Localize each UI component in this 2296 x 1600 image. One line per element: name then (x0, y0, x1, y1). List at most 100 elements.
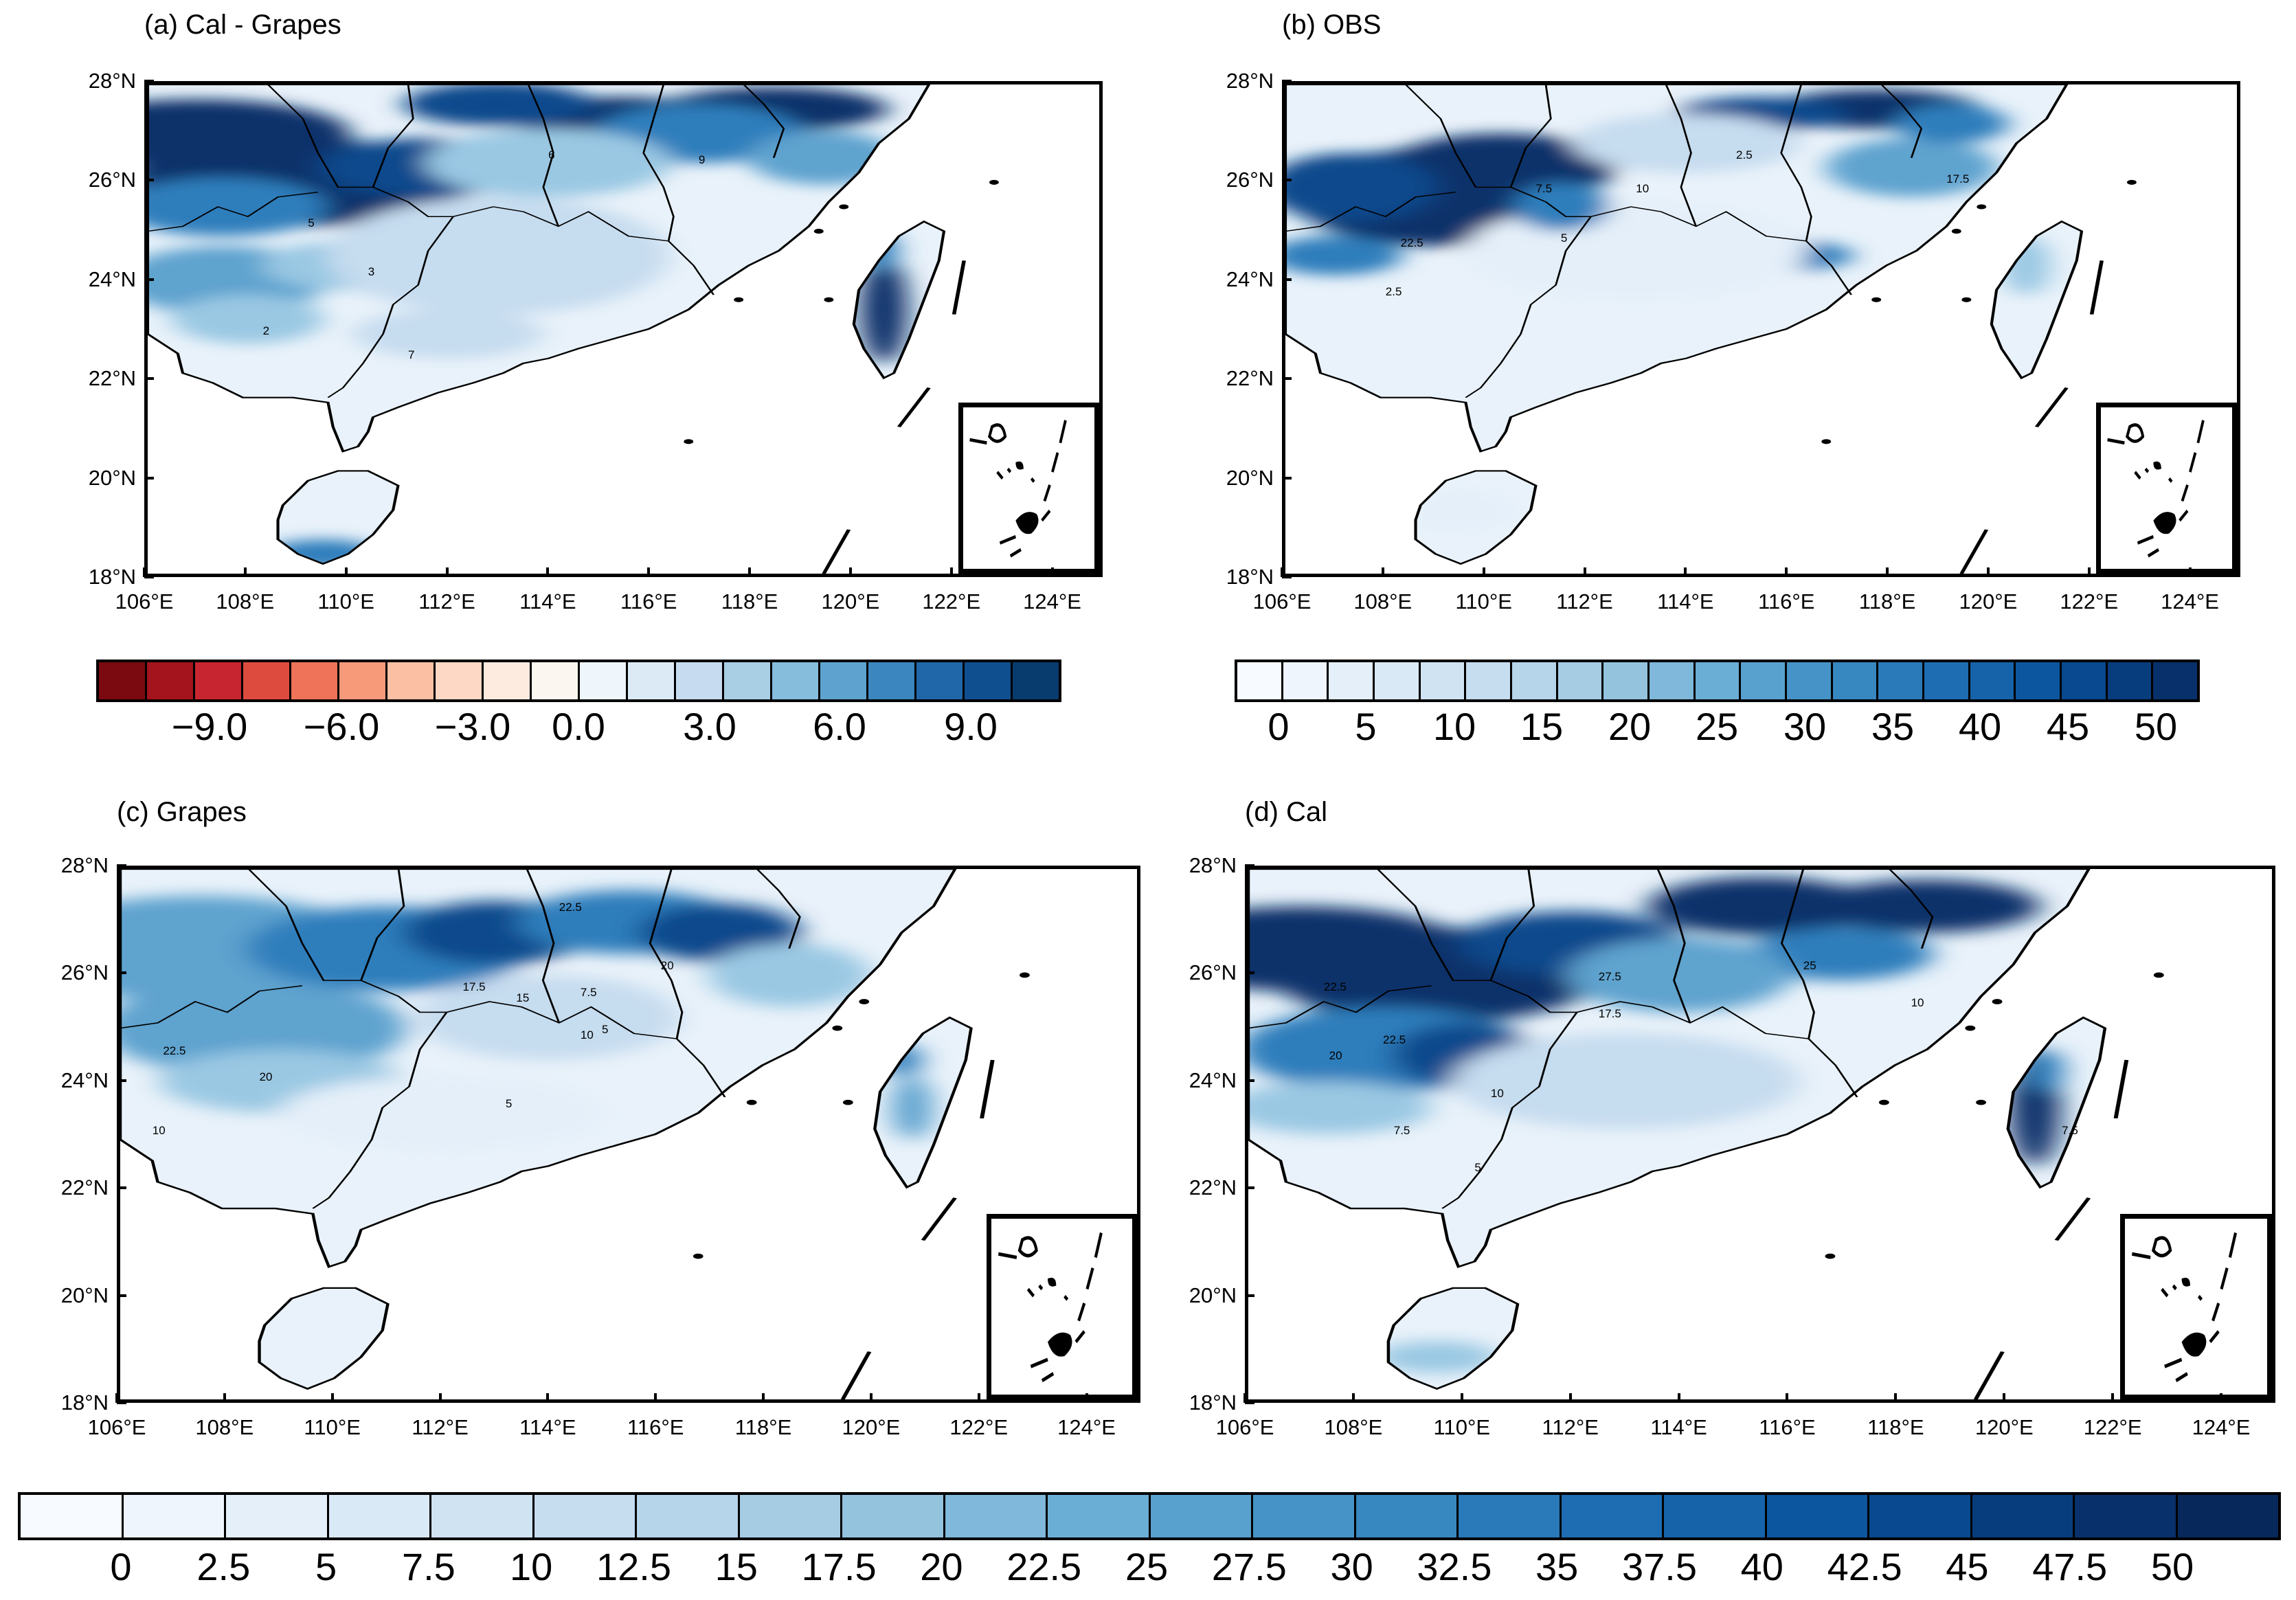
precip-area (859, 231, 898, 271)
longitude-tick (949, 567, 953, 577)
longitude-tick (654, 1393, 657, 1403)
longitude-tick (344, 567, 348, 577)
longitude-label: 110°E (1455, 589, 1512, 613)
longitude-tick (2003, 1393, 2006, 1403)
latitude-tick (1282, 278, 1292, 281)
latitude-label: 22°N (1226, 366, 1274, 391)
taiwan-coastline (1990, 220, 2084, 380)
province-border (743, 84, 785, 158)
colorbar-tick-label: 5 (1355, 705, 1377, 748)
longitude-tick (330, 1393, 334, 1403)
latitude-label: 22°N (88, 366, 136, 391)
latitude-label: 26°N (1226, 168, 1274, 192)
colorbar-box (1459, 1495, 1562, 1537)
precip-area (148, 177, 328, 236)
precip-area (171, 295, 324, 344)
colorbar-box (1869, 1495, 1972, 1537)
province-border (1656, 869, 1691, 1024)
province-border (1376, 869, 1577, 1013)
province-border (1441, 1012, 1578, 1209)
longitude-label: 122°E (949, 1415, 1009, 1439)
longitude-label: 116°E (1759, 1415, 1816, 1439)
colorbar-box (772, 662, 820, 699)
contour-label: 10 (1490, 1086, 1504, 1100)
colorbar-tick-label: 10 (510, 1545, 553, 1588)
latitude-label: 18°N (1226, 565, 1274, 589)
contour-label: 2.5 (1736, 148, 1753, 161)
longitude-tick (1050, 567, 1054, 577)
latitude-label: 18°N (1189, 1390, 1237, 1415)
colorbar-box (628, 662, 676, 699)
longitude-tick (1482, 567, 1485, 577)
longitude-tick (2087, 567, 2091, 577)
longitude-tick (445, 567, 449, 577)
colorbar-box (739, 1495, 842, 1537)
longitude-tick (1568, 1393, 1572, 1403)
province-border (446, 1001, 726, 1098)
longitude-label: 120°E (842, 1415, 901, 1439)
island-dot (1951, 229, 1961, 234)
colorbar-box (291, 662, 339, 699)
island-dot (1825, 1253, 1836, 1259)
contour-label: 10 (580, 1028, 594, 1041)
longitude-label: 108°E (216, 589, 275, 613)
map-panel-a: 5 3 2 7 9 6 (144, 81, 1103, 577)
colorbar-box (580, 662, 628, 699)
longitude-label: 122°E (2060, 589, 2119, 613)
map-panel-d: 22.5 20 17.5 22.5 10 7.5 5 25 10 7.5 27.5 (1245, 866, 2275, 1403)
contour-label: 17.5 (1946, 172, 1970, 186)
longitude-label: 118°E (1858, 589, 1916, 613)
longitude-label: 110°E (317, 589, 374, 613)
province-border (1665, 84, 1698, 227)
colorbar-tick-label: 30 (1330, 1545, 1373, 1588)
boundary-dash (921, 1197, 957, 1241)
contour-label: 3 (368, 265, 375, 279)
contour-label: 20 (660, 959, 674, 973)
colorbar-tick-label: 15 (714, 1545, 758, 1588)
colorbar-tick-label: −9.0 (171, 705, 248, 748)
contour-label: 22.5 (1400, 236, 1423, 249)
colorbar-box (226, 1495, 329, 1537)
colorbar-box (1512, 662, 1558, 699)
longitude-tick (1677, 1393, 1680, 1403)
contour-label: 5 (1474, 1160, 1481, 1174)
longitude-tick (1894, 1393, 1898, 1403)
colorbar-tick-label: 0.0 (552, 705, 605, 748)
boundary-dash (952, 260, 966, 315)
province-border (267, 84, 453, 217)
colorbar-tick-label: 45 (2046, 705, 2090, 748)
longitude-tick (546, 1393, 550, 1403)
longitude-tick (1684, 567, 1687, 577)
colorbar-box (1741, 662, 1788, 699)
latitude-tick (144, 476, 154, 480)
colorbar-box (1878, 662, 1925, 699)
latitude-tick (1245, 1079, 1254, 1082)
precip-area (1513, 182, 1609, 232)
precip-area (425, 128, 673, 197)
colorbar-box (1329, 662, 1375, 699)
longitude-tick (1381, 567, 1384, 577)
province-border (526, 869, 561, 1024)
contour-label: 2.5 (1385, 284, 1402, 298)
contour-label: 25 (1803, 959, 1816, 973)
latitude-label: 20°N (60, 1283, 109, 1307)
colorbar-tick-label: 0 (110, 1545, 132, 1588)
province-border (642, 84, 675, 241)
latitude-label: 28°N (88, 69, 136, 93)
longitude-tick (1886, 567, 1889, 577)
island-dot (839, 204, 849, 210)
colorbar-tick-label: 40 (1958, 705, 2002, 748)
longitude-label: 114°E (1657, 589, 1714, 613)
precip-area (1375, 1341, 1498, 1373)
longitude-tick (1986, 567, 1990, 577)
colorbar-box (637, 1495, 740, 1537)
island-dot (1961, 297, 1972, 302)
precip-area (416, 975, 681, 1060)
latitude-tick (117, 1079, 126, 1082)
latitude-label: 24°N (1189, 1068, 1237, 1092)
colorbar-box (916, 662, 965, 699)
colorbar-box (1420, 662, 1467, 699)
contour-label: 5 (602, 1022, 609, 1036)
island-dot (1977, 204, 1987, 210)
longitude-tick (2188, 567, 2192, 577)
